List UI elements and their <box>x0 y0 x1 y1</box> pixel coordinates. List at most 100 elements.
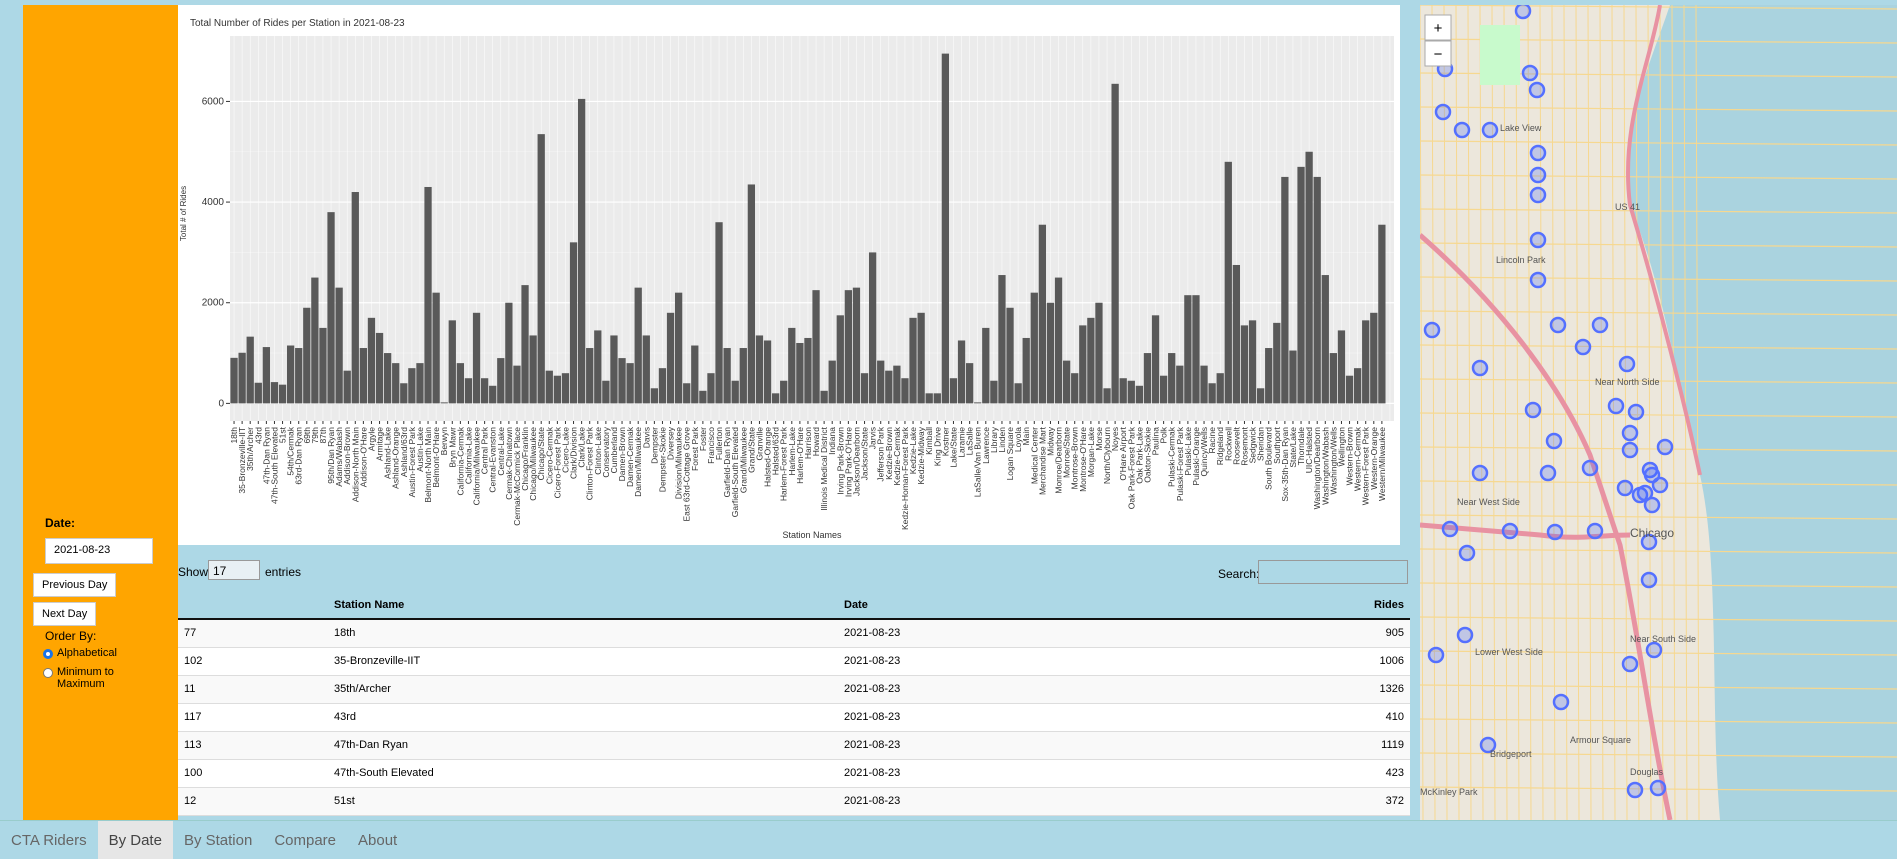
station-marker[interactable] <box>1552 693 1570 711</box>
radio-option[interactable]: Minimum to Maximum <box>43 666 163 690</box>
station-marker[interactable] <box>1471 359 1489 377</box>
station-marker[interactable] <box>1529 166 1547 184</box>
expressway <box>1420 233 1673 820</box>
zoom-button[interactable] <box>1424 40 1452 67</box>
station-marker[interactable] <box>1528 81 1546 99</box>
next-button[interactable]: Next Day <box>33 602 97 626</box>
station-marker[interactable] <box>1529 231 1547 249</box>
station-marker[interactable] <box>1545 432 1563 450</box>
station-marker[interactable] <box>1627 403 1645 421</box>
x-tick-label: Davis <box>641 427 651 448</box>
zoom-button[interactable] <box>1424 14 1452 41</box>
station-marker[interactable] <box>1423 321 1441 339</box>
station-marker[interactable] <box>1471 464 1489 482</box>
station-marker[interactable] <box>1621 424 1639 442</box>
station-marker[interactable] <box>1651 476 1669 494</box>
station-marker[interactable] <box>1618 355 1636 373</box>
bar <box>780 380 788 404</box>
station-marker[interactable] <box>1616 479 1634 497</box>
street <box>1420 684 1897 690</box>
station-marker[interactable] <box>1626 781 1644 799</box>
tab[interactable]: Compare <box>274 832 337 849</box>
station-marker[interactable] <box>1546 523 1564 541</box>
column-header[interactable]: Date <box>838 592 1358 620</box>
station-marker[interactable] <box>1549 316 1567 334</box>
station-marker[interactable] <box>1458 544 1476 562</box>
column-header[interactable]: Station Name <box>328 592 838 620</box>
bar <box>1046 302 1055 404</box>
tab[interactable]: About <box>358 832 398 849</box>
x-tick-label: Oak Park-Forest Park <box>1126 426 1136 509</box>
bar <box>278 384 287 404</box>
bar <box>286 345 295 404</box>
x-tick-label: Cermak-Chinatown <box>504 427 514 500</box>
x-tick-label: Foster <box>698 427 708 451</box>
column-header[interactable] <box>178 592 328 620</box>
x-tick-label: Western-Orange <box>1369 427 1379 490</box>
table-cell: 905 <box>1358 619 1410 648</box>
x-tick-label: Halsted/63rd <box>771 427 781 475</box>
station-marker[interactable] <box>1640 571 1658 589</box>
street <box>1647 5 1652 820</box>
station-marker[interactable] <box>1636 484 1654 502</box>
search-input[interactable] <box>1258 560 1408 584</box>
station-marker[interactable] <box>1621 655 1639 673</box>
station-marker[interactable] <box>1539 464 1557 482</box>
station-marker[interactable] <box>1434 103 1452 121</box>
station-marker[interactable] <box>1640 533 1658 551</box>
station-marker[interactable] <box>1453 121 1471 139</box>
bar <box>1273 322 1281 404</box>
prev-button[interactable]: Previous Day <box>33 573 117 597</box>
date-input[interactable]: 2021-08-23 <box>45 538 153 564</box>
bar <box>1240 325 1249 404</box>
station-marker[interactable] <box>1649 779 1667 797</box>
column-header[interactable]: Rides <box>1358 592 1410 620</box>
table-cell: 102 <box>178 647 328 676</box>
table: Station Name Date Rides 77 18th 2021-08-23 905… <box>178 592 1410 816</box>
x-tick-label: Montrose-O'Hare <box>1078 427 1088 492</box>
bar <box>998 275 1006 404</box>
station-marker[interactable] <box>1529 271 1547 289</box>
station-marker[interactable] <box>1427 646 1445 664</box>
station-marker[interactable] <box>1521 64 1539 82</box>
station-marker[interactable] <box>1656 438 1674 456</box>
x-tick-label: Grand/State <box>746 427 756 473</box>
station-marker[interactable] <box>1591 316 1609 334</box>
x-tick-label: California/Milwaukee <box>472 427 482 506</box>
station-marker[interactable] <box>1456 626 1474 644</box>
station-marker[interactable] <box>1607 397 1625 415</box>
x-tick-label: Morse <box>1094 427 1104 451</box>
tab[interactable]: By Station <box>183 832 253 849</box>
street <box>1515 5 1520 820</box>
station-marker[interactable] <box>1501 522 1519 540</box>
station-marker[interactable] <box>1581 459 1599 477</box>
x-tick-label: Harlem-Lake <box>787 427 797 476</box>
bar <box>1054 277 1063 404</box>
station-marker[interactable] <box>1441 520 1459 538</box>
table-row: 100 47th-South Elevated 2021-08-23 423 <box>178 759 1410 788</box>
station-marker[interactable] <box>1643 496 1661 514</box>
tab[interactable]: CTA Riders <box>11 832 87 849</box>
station-marker[interactable] <box>1529 186 1547 204</box>
station-marker[interactable] <box>1524 401 1542 419</box>
x-tick-label: 43rd <box>253 427 263 444</box>
station-marker[interactable] <box>1529 144 1547 162</box>
length-select[interactable]: 17 <box>208 560 260 580</box>
station-marker[interactable] <box>1586 522 1604 540</box>
station-marker[interactable] <box>1514 5 1532 20</box>
x-tick-label: Belmont-O'Hare <box>431 427 441 488</box>
bar <box>577 98 586 404</box>
table-row: 77 18th 2021-08-23 905 <box>178 619 1410 648</box>
station-marker[interactable] <box>1621 441 1639 459</box>
station-marker[interactable] <box>1645 641 1663 659</box>
table-cell: 2021-08-23 <box>838 675 1358 704</box>
table-cell: 1119 <box>1358 731 1410 760</box>
station-marker[interactable] <box>1574 338 1592 356</box>
table-cell: 423 <box>1358 759 1410 788</box>
radio-option[interactable]: Alphabetical <box>43 647 163 659</box>
tab[interactable]: By Date <box>97 821 173 859</box>
station-marker[interactable] <box>1479 736 1497 754</box>
station-marker[interactable] <box>1481 121 1499 139</box>
table-cell: 2021-08-23 <box>838 647 1358 676</box>
x-tick-label: Diversey <box>666 426 676 460</box>
